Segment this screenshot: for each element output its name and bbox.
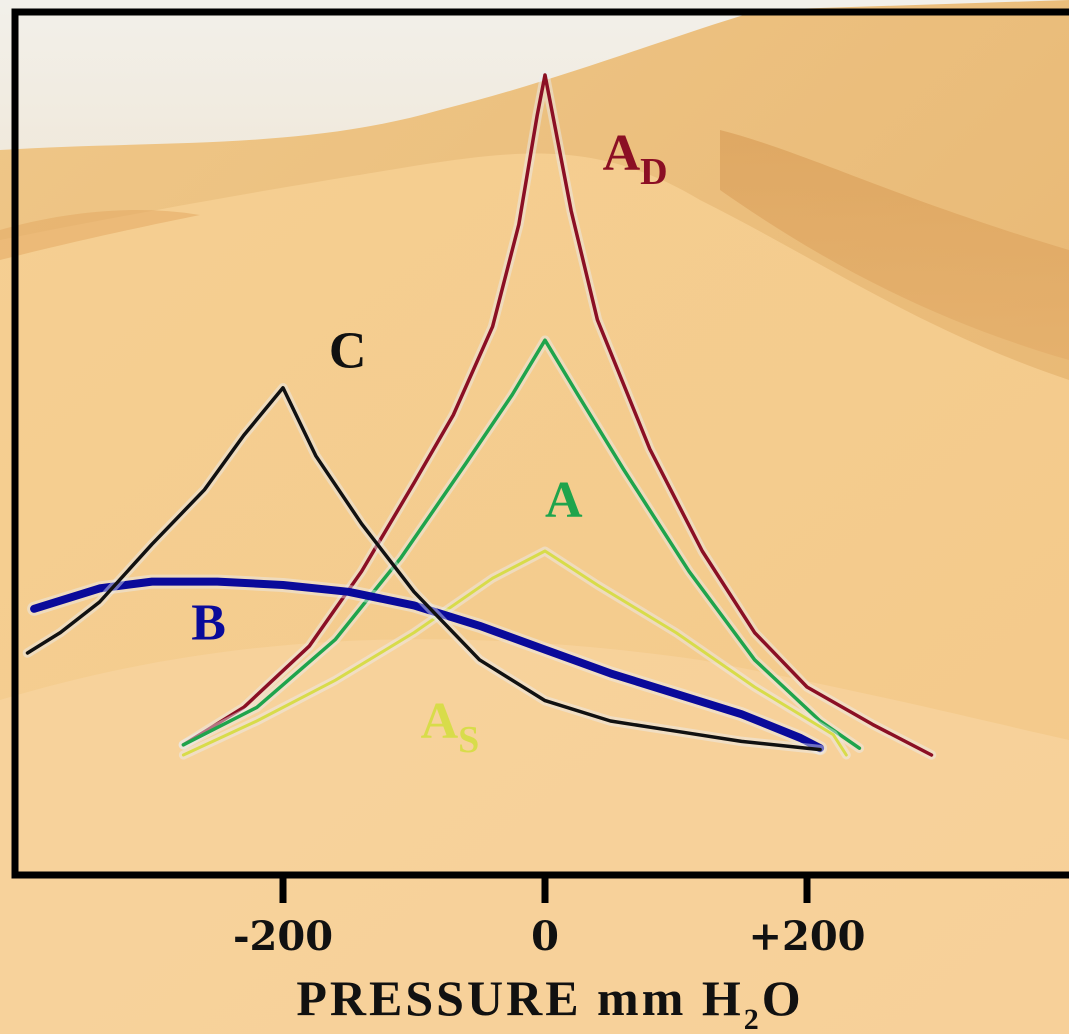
series-line-a <box>181 338 862 750</box>
x-tick-label: -200 <box>233 913 333 960</box>
series-line-as <box>181 549 848 757</box>
series-label-a: A <box>545 472 583 529</box>
x-tick-label: +200 <box>748 913 865 960</box>
plot-frame <box>11 8 1069 879</box>
x-tick-label: 0 <box>531 913 559 960</box>
series-line-ad <box>181 73 934 757</box>
series-label-sub: D <box>640 151 667 193</box>
x-axis-ticks: -200 0 +200 <box>233 878 866 960</box>
series-label-as: AS <box>421 693 480 761</box>
x-axis-title-tail: O <box>762 970 804 1026</box>
series-label-main: A <box>603 125 641 182</box>
series-layer <box>22 70 937 760</box>
series-line-b <box>30 577 825 753</box>
x-axis-title: PRESSURE mm H2O <box>296 970 803 1034</box>
x-axis-title-main: PRESSURE mm H <box>296 970 743 1026</box>
series-label-main: A <box>545 472 583 529</box>
series-label-main: A <box>421 693 459 750</box>
series-label-ad: AD <box>603 125 668 193</box>
series-label-sub: S <box>458 719 479 761</box>
series-label-b: B <box>191 594 226 651</box>
series-label-main: B <box>191 594 226 651</box>
series-line-c <box>25 386 822 752</box>
series-label-main: C <box>329 322 367 379</box>
x-axis-title-sub: 2 <box>744 1003 762 1034</box>
series-label-c: C <box>329 322 367 379</box>
